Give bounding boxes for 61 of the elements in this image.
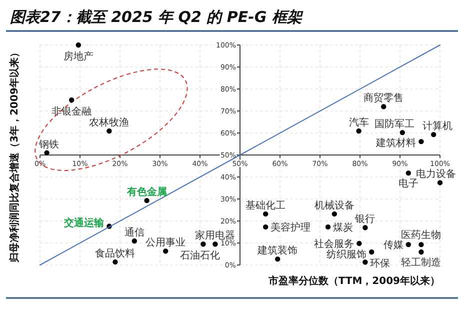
annotation: 机械设备	[314, 199, 354, 212]
annotation: 非银金融	[52, 106, 92, 118]
point	[362, 260, 368, 265]
annotation: 电子	[398, 178, 418, 190]
annotation: 汽车	[348, 116, 369, 129]
annotation: 美容护理	[270, 221, 311, 234]
point	[263, 211, 268, 217]
point	[400, 130, 405, 136]
annotation: 房地产	[63, 50, 94, 62]
point	[163, 248, 168, 254]
annotation: 电力设备	[416, 168, 456, 180]
annotation: 食品饮料	[95, 247, 136, 260]
point	[437, 180, 443, 186]
annotation: 国防军工	[374, 118, 414, 130]
annotation: 钢铁	[38, 138, 59, 150]
point	[418, 242, 424, 248]
point	[275, 256, 280, 262]
annotation: 基础化工	[246, 199, 286, 212]
point	[200, 242, 206, 247]
point	[144, 198, 150, 204]
x-axis-title: 市盈率分位数（TTM，2009年以来）	[267, 275, 440, 287]
point	[406, 242, 411, 248]
annotation: 公用事业	[146, 236, 186, 249]
annotation: 农林牧渔	[89, 116, 130, 129]
annotation: 通信	[124, 226, 144, 239]
point	[212, 242, 218, 247]
point	[263, 224, 268, 230]
point	[106, 128, 112, 134]
annotation: 石油石化	[180, 250, 220, 262]
point	[332, 211, 337, 217]
annotation: 环保	[370, 258, 390, 270]
point	[431, 132, 436, 138]
annotation: 银行	[354, 214, 376, 226]
point	[369, 249, 374, 255]
point	[112, 259, 118, 265]
point	[418, 249, 424, 255]
point	[325, 224, 331, 230]
point	[44, 150, 50, 156]
annotation: 有色金属	[126, 186, 167, 198]
chart-title: 图表27：截至 2025 年 Q2 的 PE-G 框架	[10, 8, 304, 26]
annotation: 传媒	[383, 240, 404, 252]
y-axis-title: 归母净利润同比复合增速（3年，2009年以来）	[8, 48, 20, 264]
annotation: 医药生物	[401, 229, 442, 242]
point	[381, 104, 386, 110]
point	[418, 138, 424, 144]
annotation: 煤炭	[333, 221, 353, 234]
point	[356, 128, 362, 134]
point	[362, 225, 368, 230]
annotation: 交通运输	[63, 216, 106, 229]
annotation: 轻工制造	[401, 256, 442, 269]
point	[76, 42, 81, 48]
annotation: 纺织服饰	[326, 248, 367, 261]
point	[69, 97, 74, 103]
point	[356, 240, 362, 246]
annotation: 商贸零售	[364, 92, 404, 104]
annotation: 社会服务	[314, 238, 354, 250]
point	[132, 238, 137, 244]
annotation: 建筑装饰	[256, 244, 298, 257]
annotation: 计算机	[422, 120, 453, 132]
annotation: 建筑材料	[375, 137, 416, 150]
point	[406, 170, 411, 176]
